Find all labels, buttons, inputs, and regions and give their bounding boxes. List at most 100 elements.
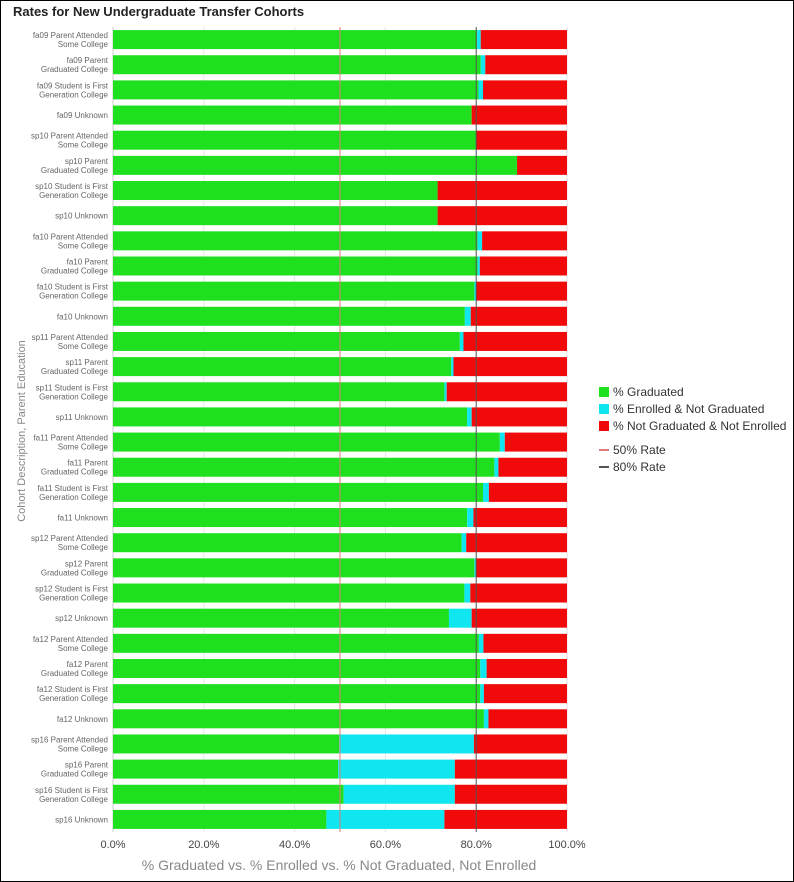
- x-tick-label: 80.0%: [461, 839, 492, 851]
- y-tick-label: sp12 Parent: [65, 559, 109, 568]
- bar-segment-not-enrolled: [504, 432, 567, 452]
- y-tick-label: fa09 Unknown: [57, 111, 108, 120]
- y-tick-label: Graduated College: [41, 266, 109, 275]
- bar-segment-graduated: [113, 558, 475, 578]
- y-tick-label: fa12 Parent Attended: [33, 635, 108, 644]
- bar-segment-enrolled: [339, 734, 474, 754]
- bar-segment-enrolled: [459, 331, 464, 351]
- bar-segment-not-enrolled: [444, 809, 567, 829]
- bar-segment-enrolled: [483, 482, 489, 502]
- bar-segment-graduated: [113, 407, 468, 427]
- legend-swatch: [599, 404, 609, 414]
- bar-segment-not-enrolled: [485, 55, 567, 75]
- bar-segment-graduated: [113, 734, 340, 754]
- y-axis-title: Cohort Description, Parent Education: [16, 340, 28, 522]
- bar-segment-enrolled: [467, 407, 472, 427]
- bar-segment-not-enrolled: [483, 684, 567, 704]
- y-tick-label: sp10 Parent: [65, 157, 109, 166]
- y-tick-label: Generation College: [39, 392, 108, 401]
- y-tick-label: Generation College: [39, 594, 108, 603]
- legend-swatch: [599, 421, 609, 431]
- bar-segment-not-enrolled: [466, 533, 567, 553]
- bar-segment-not-enrolled: [479, 256, 567, 276]
- bar-segment-graduated: [113, 658, 481, 678]
- y-tick-label: fa11 Unknown: [57, 514, 108, 523]
- y-tick-label: sp12 Parent Attended: [31, 534, 108, 543]
- x-axis-title: % Graduated vs. % Enrolled vs. % Not Gra…: [142, 857, 537, 873]
- bar-segment-enrolled: [464, 583, 471, 603]
- bar-segment-graduated: [113, 382, 445, 402]
- y-tick-label: Generation College: [39, 493, 108, 502]
- bar-segment-graduated: [113, 784, 344, 804]
- y-tick-label: sp10 Parent Attended: [31, 132, 108, 141]
- legend-swatch: [599, 387, 609, 397]
- reference-lines: [339, 27, 477, 832]
- bar-segment-enrolled: [451, 357, 454, 377]
- y-tick-label: Some College: [58, 141, 109, 150]
- bar-segment-graduated: [113, 533, 462, 553]
- y-tick-label: fa11 Parent Attended: [33, 434, 108, 443]
- y-tick-label: Some College: [58, 40, 109, 49]
- bar-segment-graduated: [113, 306, 465, 326]
- y-tick-label: Graduated College: [41, 770, 109, 779]
- bar-segment-not-enrolled: [480, 30, 567, 50]
- bar-segment-not-enrolled: [483, 633, 567, 653]
- legend: % Graduated % Enrolled & Not Graduated % N…: [599, 385, 786, 474]
- x-tick-label: 40.0%: [279, 839, 310, 851]
- bar-segment-graduated: [113, 482, 484, 502]
- bar-segment-graduated: [113, 457, 495, 477]
- bar-segment-not-enrolled: [454, 784, 567, 804]
- bar-segment-enrolled: [494, 457, 499, 477]
- bar-segment-not-enrolled: [517, 155, 567, 175]
- bar-segment-not-enrolled: [473, 734, 567, 754]
- y-tick-label: sp12 Student is First: [35, 585, 109, 594]
- y-tick-label: fa09 Parent: [67, 56, 109, 65]
- y-tick-label: Graduated College: [41, 367, 109, 376]
- bar-segment-graduated: [113, 809, 327, 829]
- bar-segment-enrolled: [480, 55, 486, 75]
- y-tick-label: sp16 Unknown: [55, 815, 108, 824]
- bar-segment-enrolled: [474, 281, 477, 301]
- y-tick-label: Some College: [58, 644, 109, 653]
- bar-segment-graduated: [113, 357, 452, 377]
- bar-segment-not-enrolled: [471, 608, 567, 628]
- bar-segment-enrolled: [477, 256, 480, 276]
- y-tick-label: fa12 Student is First: [37, 685, 109, 694]
- bar-segment-graduated: [113, 231, 478, 251]
- bar-segment-not-enrolled: [482, 231, 567, 251]
- bar-segment-graduated: [113, 55, 481, 75]
- bar-segment-enrolled: [477, 231, 483, 251]
- y-tick-label: fa11 Student is First: [37, 484, 108, 493]
- bar-segment-enrolled: [467, 508, 474, 528]
- bar-segment-graduated: [113, 206, 438, 226]
- bar-segment-enrolled: [444, 382, 447, 402]
- y-tick-label: Generation College: [39, 191, 108, 200]
- y-tick-label: Some College: [58, 443, 109, 452]
- bar-segment-not-enrolled: [453, 357, 567, 377]
- bar-segment-enrolled: [448, 608, 472, 628]
- y-tick-label: sp16 Parent: [65, 761, 109, 770]
- y-tick-label: Generation College: [39, 795, 108, 804]
- bar-segment-enrolled: [480, 684, 484, 704]
- bar-segment-graduated: [113, 130, 477, 150]
- legend-label: % Enrolled & Not Graduated: [613, 402, 764, 416]
- y-tick-label: Generation College: [39, 694, 108, 703]
- bar-segment-graduated: [113, 331, 460, 351]
- y-tick-label: Some College: [58, 744, 109, 753]
- y-tick-label: fa10 Student is First: [37, 283, 109, 292]
- legend-label: 50% Rate: [613, 443, 666, 457]
- bar-segment-enrolled: [461, 533, 467, 553]
- bar-segment-not-enrolled: [476, 130, 567, 150]
- bar-segment-not-enrolled: [486, 658, 567, 678]
- x-tick-label: 0.0%: [100, 839, 125, 851]
- bar-segment-graduated: [113, 155, 518, 175]
- bar-segment-graduated: [113, 80, 479, 100]
- bar-segment-not-enrolled: [470, 583, 567, 603]
- bar-segment-enrolled: [483, 709, 489, 729]
- bar-segment-graduated: [113, 508, 468, 528]
- legend-label: 80% Rate: [613, 460, 666, 474]
- legend-label: % Graduated: [613, 385, 684, 399]
- x-tick-label: 60.0%: [370, 839, 401, 851]
